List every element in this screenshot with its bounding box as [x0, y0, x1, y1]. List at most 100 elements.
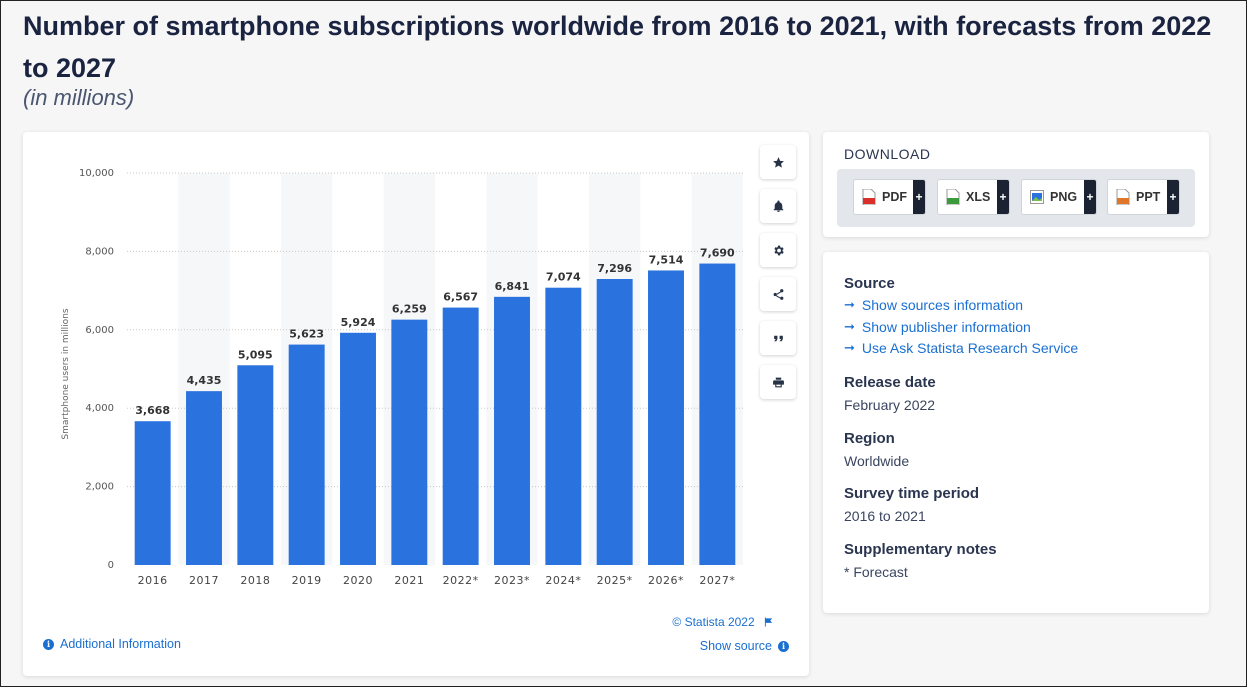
data-label: 7,074 — [546, 271, 581, 284]
bar — [391, 319, 428, 565]
copyright-text: © Statista 2022 — [672, 615, 755, 629]
y-tick-label: 2,000 — [85, 482, 114, 493]
star-icon — [772, 156, 784, 168]
ppt-label: PPT — [1136, 190, 1161, 204]
png-plus: + — [1084, 180, 1096, 214]
x-tick-label: 2023* — [494, 574, 530, 587]
y-tick-label: 10,000 — [79, 168, 114, 179]
print-icon — [772, 377, 784, 387]
data-label: 6,259 — [392, 303, 427, 316]
bell-icon — [773, 200, 783, 212]
x-tick-label: 2022* — [443, 574, 479, 587]
x-tick-label: 2025* — [597, 574, 633, 587]
supplementary-notes-value: * Forecast — [844, 564, 908, 580]
show-publisher-label: Show publisher information — [861, 319, 1031, 335]
arrow-right-icon: ➞ — [844, 319, 855, 334]
download-xls-button[interactable]: XLS + — [937, 179, 1010, 215]
share-button[interactable] — [760, 277, 796, 311]
xls-plus: + — [997, 180, 1009, 214]
show-sources-label: Show sources information — [861, 297, 1023, 313]
bar — [648, 270, 684, 565]
ppt-icon — [1116, 189, 1130, 205]
x-tick-label: 2018 — [240, 574, 270, 587]
info-icon: i — [43, 638, 54, 650]
bar — [134, 421, 171, 565]
show-source-label: Show source — [699, 639, 772, 653]
x-tick-label: 2019 — [292, 574, 322, 587]
print-button[interactable] — [760, 365, 796, 399]
source-heading: Source — [844, 275, 895, 292]
additional-information-label: Additional Information — [60, 637, 181, 651]
data-label: 5,623 — [289, 328, 324, 341]
x-tick-label: 2017 — [189, 574, 219, 587]
survey-period-heading: Survey time period — [844, 485, 980, 502]
download-title: DOWNLOAD — [844, 146, 931, 162]
x-tick-label: 2020 — [343, 574, 373, 587]
region-value: Worldwide — [844, 453, 910, 469]
ppt-plus: + — [1167, 180, 1179, 214]
y-tick-label: 6,000 — [85, 325, 114, 336]
y-tick-label: 4,000 — [85, 403, 114, 414]
chart-card: 0 2,000 4,000 6,000 8,000 10,000 Smartphone us… — [23, 132, 809, 676]
data-label: 7,296 — [597, 262, 632, 275]
download-png-button[interactable]: PNG + — [1021, 179, 1097, 215]
bar — [494, 296, 530, 565]
x-tick-label: 2016 — [138, 574, 168, 587]
bar — [545, 287, 582, 565]
info-icon: i — [778, 640, 789, 652]
additional-information-link[interactable]: i Additional Information — [43, 637, 181, 651]
bar — [186, 391, 222, 565]
y-tick-label: 0 — [108, 560, 114, 571]
y-tick-label: 8,000 — [85, 246, 114, 257]
data-label: 7,690 — [700, 247, 735, 260]
png-label: PNG — [1050, 190, 1078, 204]
data-label: 7,514 — [649, 253, 684, 266]
quote-icon — [773, 335, 783, 341]
bar — [237, 365, 274, 565]
copyright-link[interactable]: © Statista 2022 — [672, 615, 773, 629]
bar-chart: 0 2,000 4,000 6,000 8,000 10,000 Smartphone us… — [61, 168, 743, 587]
favorite-button[interactable] — [760, 145, 796, 179]
arrow-right-icon: ➞ — [844, 340, 855, 355]
x-tick-label: 2027* — [699, 574, 735, 587]
data-label: 4,435 — [187, 374, 222, 387]
share-icon — [773, 288, 783, 300]
pdf-label: PDF — [882, 190, 907, 204]
data-label: 5,095 — [238, 348, 273, 361]
download-ppt-button[interactable]: PPT + — [1107, 179, 1180, 215]
bar — [442, 307, 479, 565]
pdf-plus: + — [913, 180, 925, 214]
show-source-link[interactable]: Show source i — [700, 639, 789, 653]
pdf-icon — [862, 189, 876, 205]
survey-period-value: 2016 to 2021 — [844, 508, 926, 524]
show-publisher-link[interactable]: ➞ Show publisher information — [844, 319, 1031, 335]
bar — [340, 332, 376, 565]
y-axis-title: Smartphone users in millions — [61, 308, 71, 439]
xls-icon — [946, 189, 960, 205]
region-heading: Region — [844, 430, 895, 447]
info-card: Source ➞ Show sources information ➞ Show… — [823, 252, 1209, 613]
arrow-right-icon: ➞ — [844, 297, 855, 312]
png-icon — [1030, 190, 1044, 204]
data-label: 3,668 — [135, 404, 170, 417]
data-label: 6,567 — [443, 291, 478, 304]
release-date-value: February 2022 — [844, 397, 936, 413]
ask-statista-link[interactable]: ➞ Use Ask Statista Research Service — [844, 340, 1078, 356]
data-label: 5,924 — [341, 316, 376, 329]
cite-button[interactable] — [760, 321, 796, 355]
x-tick-label: 2024* — [545, 574, 581, 587]
page-title: Number of smartphone subscriptions world… — [23, 11, 1212, 83]
download-pdf-button[interactable]: PDF + — [853, 179, 926, 215]
bar — [699, 263, 736, 565]
notification-button[interactable] — [760, 189, 796, 223]
x-tick-label: 2021 — [394, 574, 424, 587]
show-sources-link[interactable]: ➞ Show sources information — [844, 297, 1023, 313]
download-bar: PDF + XLS + PNG + PPT + — [837, 169, 1195, 227]
supplementary-notes-heading: Supplementary notes — [844, 541, 997, 558]
page-subtitle: (in millions) — [23, 85, 135, 110]
gear-icon — [773, 245, 784, 255]
settings-button[interactable] — [760, 233, 796, 267]
download-card: DOWNLOAD PDF + XLS + PNG + PPT + — [823, 132, 1209, 237]
flag-icon — [764, 617, 773, 627]
xls-label: XLS — [966, 190, 991, 204]
